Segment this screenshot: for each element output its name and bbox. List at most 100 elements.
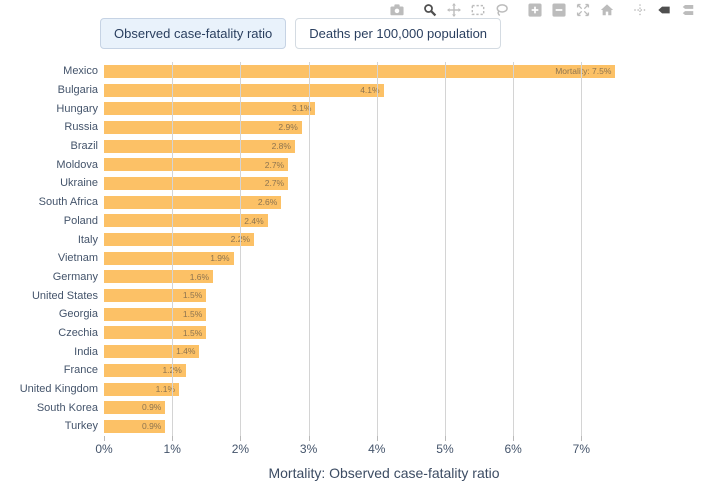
deaths-per-100k-button[interactable]: Deaths per 100,000 population	[295, 18, 502, 49]
bar[interactable]: 3.1%	[104, 102, 316, 116]
x-tick-label: 3%	[299, 442, 318, 456]
x-tick-label: 5%	[436, 442, 454, 456]
zoom-icon[interactable]	[418, 1, 442, 19]
bar-value-label: 1.5%	[182, 327, 203, 338]
x-tick-label: 0%	[95, 442, 113, 456]
country-label: South Korea	[36, 401, 98, 414]
bar[interactable]: 1.1%	[104, 382, 179, 396]
bar-row: Italy 2.2%	[0, 230, 702, 249]
country-label: Georgia	[58, 308, 98, 321]
bar[interactable]: 1.5%	[104, 289, 207, 303]
bar-row: Bulgaria 4.1%	[0, 81, 702, 100]
bar[interactable]: 4.1%	[104, 83, 384, 97]
country-label: United Kingdom	[19, 383, 98, 396]
x-tick-mark	[444, 436, 446, 441]
hover-compare-icon[interactable]	[676, 1, 700, 19]
bar-value-label: 1.5%	[182, 309, 203, 320]
x-tick-mark	[308, 436, 310, 441]
bar[interactable]: 1.5%	[104, 326, 207, 340]
x-tick-mark	[376, 436, 378, 441]
country-label: France	[63, 364, 98, 377]
box-select-icon[interactable]	[466, 1, 490, 19]
country-label: Moldova	[56, 158, 98, 171]
bar[interactable]: 2.7%	[104, 158, 289, 172]
x-tick-mark	[240, 436, 242, 441]
country-label: Hungary	[56, 102, 98, 115]
bar-row: Hungary 3.1%	[0, 99, 702, 118]
x-axis-title: Mortality: Observed case-fatality ratio	[268, 465, 500, 481]
bar-value-label: 1.1%	[155, 383, 175, 394]
bar[interactable]: 2.2%	[104, 233, 255, 247]
bar-row: Czechia 1.5%	[0, 324, 702, 343]
home-icon[interactable]	[595, 1, 619, 19]
x-tick-mark	[172, 436, 174, 441]
x-tick-label: 4%	[368, 442, 386, 456]
bar[interactable]: 2.4%	[104, 214, 268, 228]
zoom-in-icon[interactable]	[523, 1, 547, 19]
bar-value-label: 0.9%	[141, 421, 162, 432]
bar[interactable]: 1.2%	[104, 363, 186, 377]
bar[interactable]: 2.9%	[104, 120, 302, 134]
bar-value-label: 0.9%	[141, 402, 162, 413]
country-label: Brazil	[70, 140, 98, 153]
camera-icon[interactable]	[385, 1, 409, 19]
bar[interactable]: 1.9%	[104, 251, 234, 265]
gridline	[581, 62, 583, 436]
bar[interactable]: 2.8%	[104, 139, 295, 153]
bar-value-label: 2.9%	[278, 122, 298, 133]
toolbar-group	[385, 1, 409, 19]
pan-icon[interactable]	[442, 1, 466, 19]
zoom-out-icon[interactable]	[547, 1, 571, 19]
toolbar-group	[628, 1, 700, 19]
country-label: Russia	[64, 121, 98, 134]
bar-row: Brazil 2.8%	[0, 137, 702, 156]
country-label: Turkey	[64, 420, 98, 433]
lasso-select-icon[interactable]	[490, 1, 514, 19]
country-label: Poland	[63, 214, 98, 227]
bar-row: Moldova 2.7%	[0, 155, 702, 174]
gridline	[172, 62, 174, 436]
observed-cfr-button[interactable]: Observed case-fatality ratio	[100, 18, 287, 49]
bar-value-label: 2.7%	[264, 178, 285, 189]
bar-row: South Africa 2.6%	[0, 193, 702, 212]
gridline	[308, 62, 310, 436]
country-label: India	[74, 345, 98, 358]
bar[interactable]: 1.6%	[104, 270, 214, 284]
hover-closest-icon[interactable]	[652, 1, 676, 19]
country-label: United States	[31, 289, 98, 302]
spikelines-icon[interactable]	[628, 1, 652, 19]
bar[interactable]: 2.6%	[104, 195, 282, 209]
x-tick-mark	[104, 436, 105, 441]
gridline	[513, 62, 515, 436]
bar[interactable]: 1.5%	[104, 307, 207, 321]
bar-value-label: 1.5%	[182, 290, 203, 301]
bar-value-label: Mortality: 7.5%	[555, 66, 612, 77]
x-tick-mark	[581, 436, 583, 441]
bar[interactable]: 2.7%	[104, 176, 289, 190]
bar-value-label: 2.8%	[271, 140, 291, 151]
bar-value-label: 2.7%	[264, 159, 285, 170]
bar[interactable]: 1.4%	[104, 345, 200, 359]
bar-row: Vietnam 1.9%	[0, 249, 702, 268]
bar-value-label: 1.6%	[189, 271, 210, 282]
autoscale-icon[interactable]	[571, 1, 595, 19]
bar[interactable]: 0.9%	[104, 419, 166, 433]
country-label: Germany	[52, 270, 98, 283]
country-label: Ukraine	[60, 177, 98, 190]
gridline	[376, 62, 378, 436]
plot-toolbar	[376, 1, 700, 19]
country-label: Mexico	[63, 65, 98, 78]
metric-toggle-group: Observed case-fatality ratio Deaths per …	[100, 18, 502, 49]
bar-value-label: 2.4%	[244, 215, 264, 226]
bar[interactable]: 0.9%	[104, 401, 166, 415]
country-label: Vietnam	[57, 252, 98, 265]
bar-value-label: 2.6%	[257, 196, 278, 207]
bar-row: India 1.4%	[0, 342, 702, 361]
x-tick-label: 2%	[231, 442, 250, 456]
bar-row: Russia 2.9%	[0, 118, 702, 137]
x-tick-label: 1%	[163, 442, 181, 456]
bar[interactable]: Mortality: 7.5%	[104, 64, 616, 78]
country-label: Bulgaria	[57, 84, 98, 97]
gridline	[444, 62, 446, 436]
